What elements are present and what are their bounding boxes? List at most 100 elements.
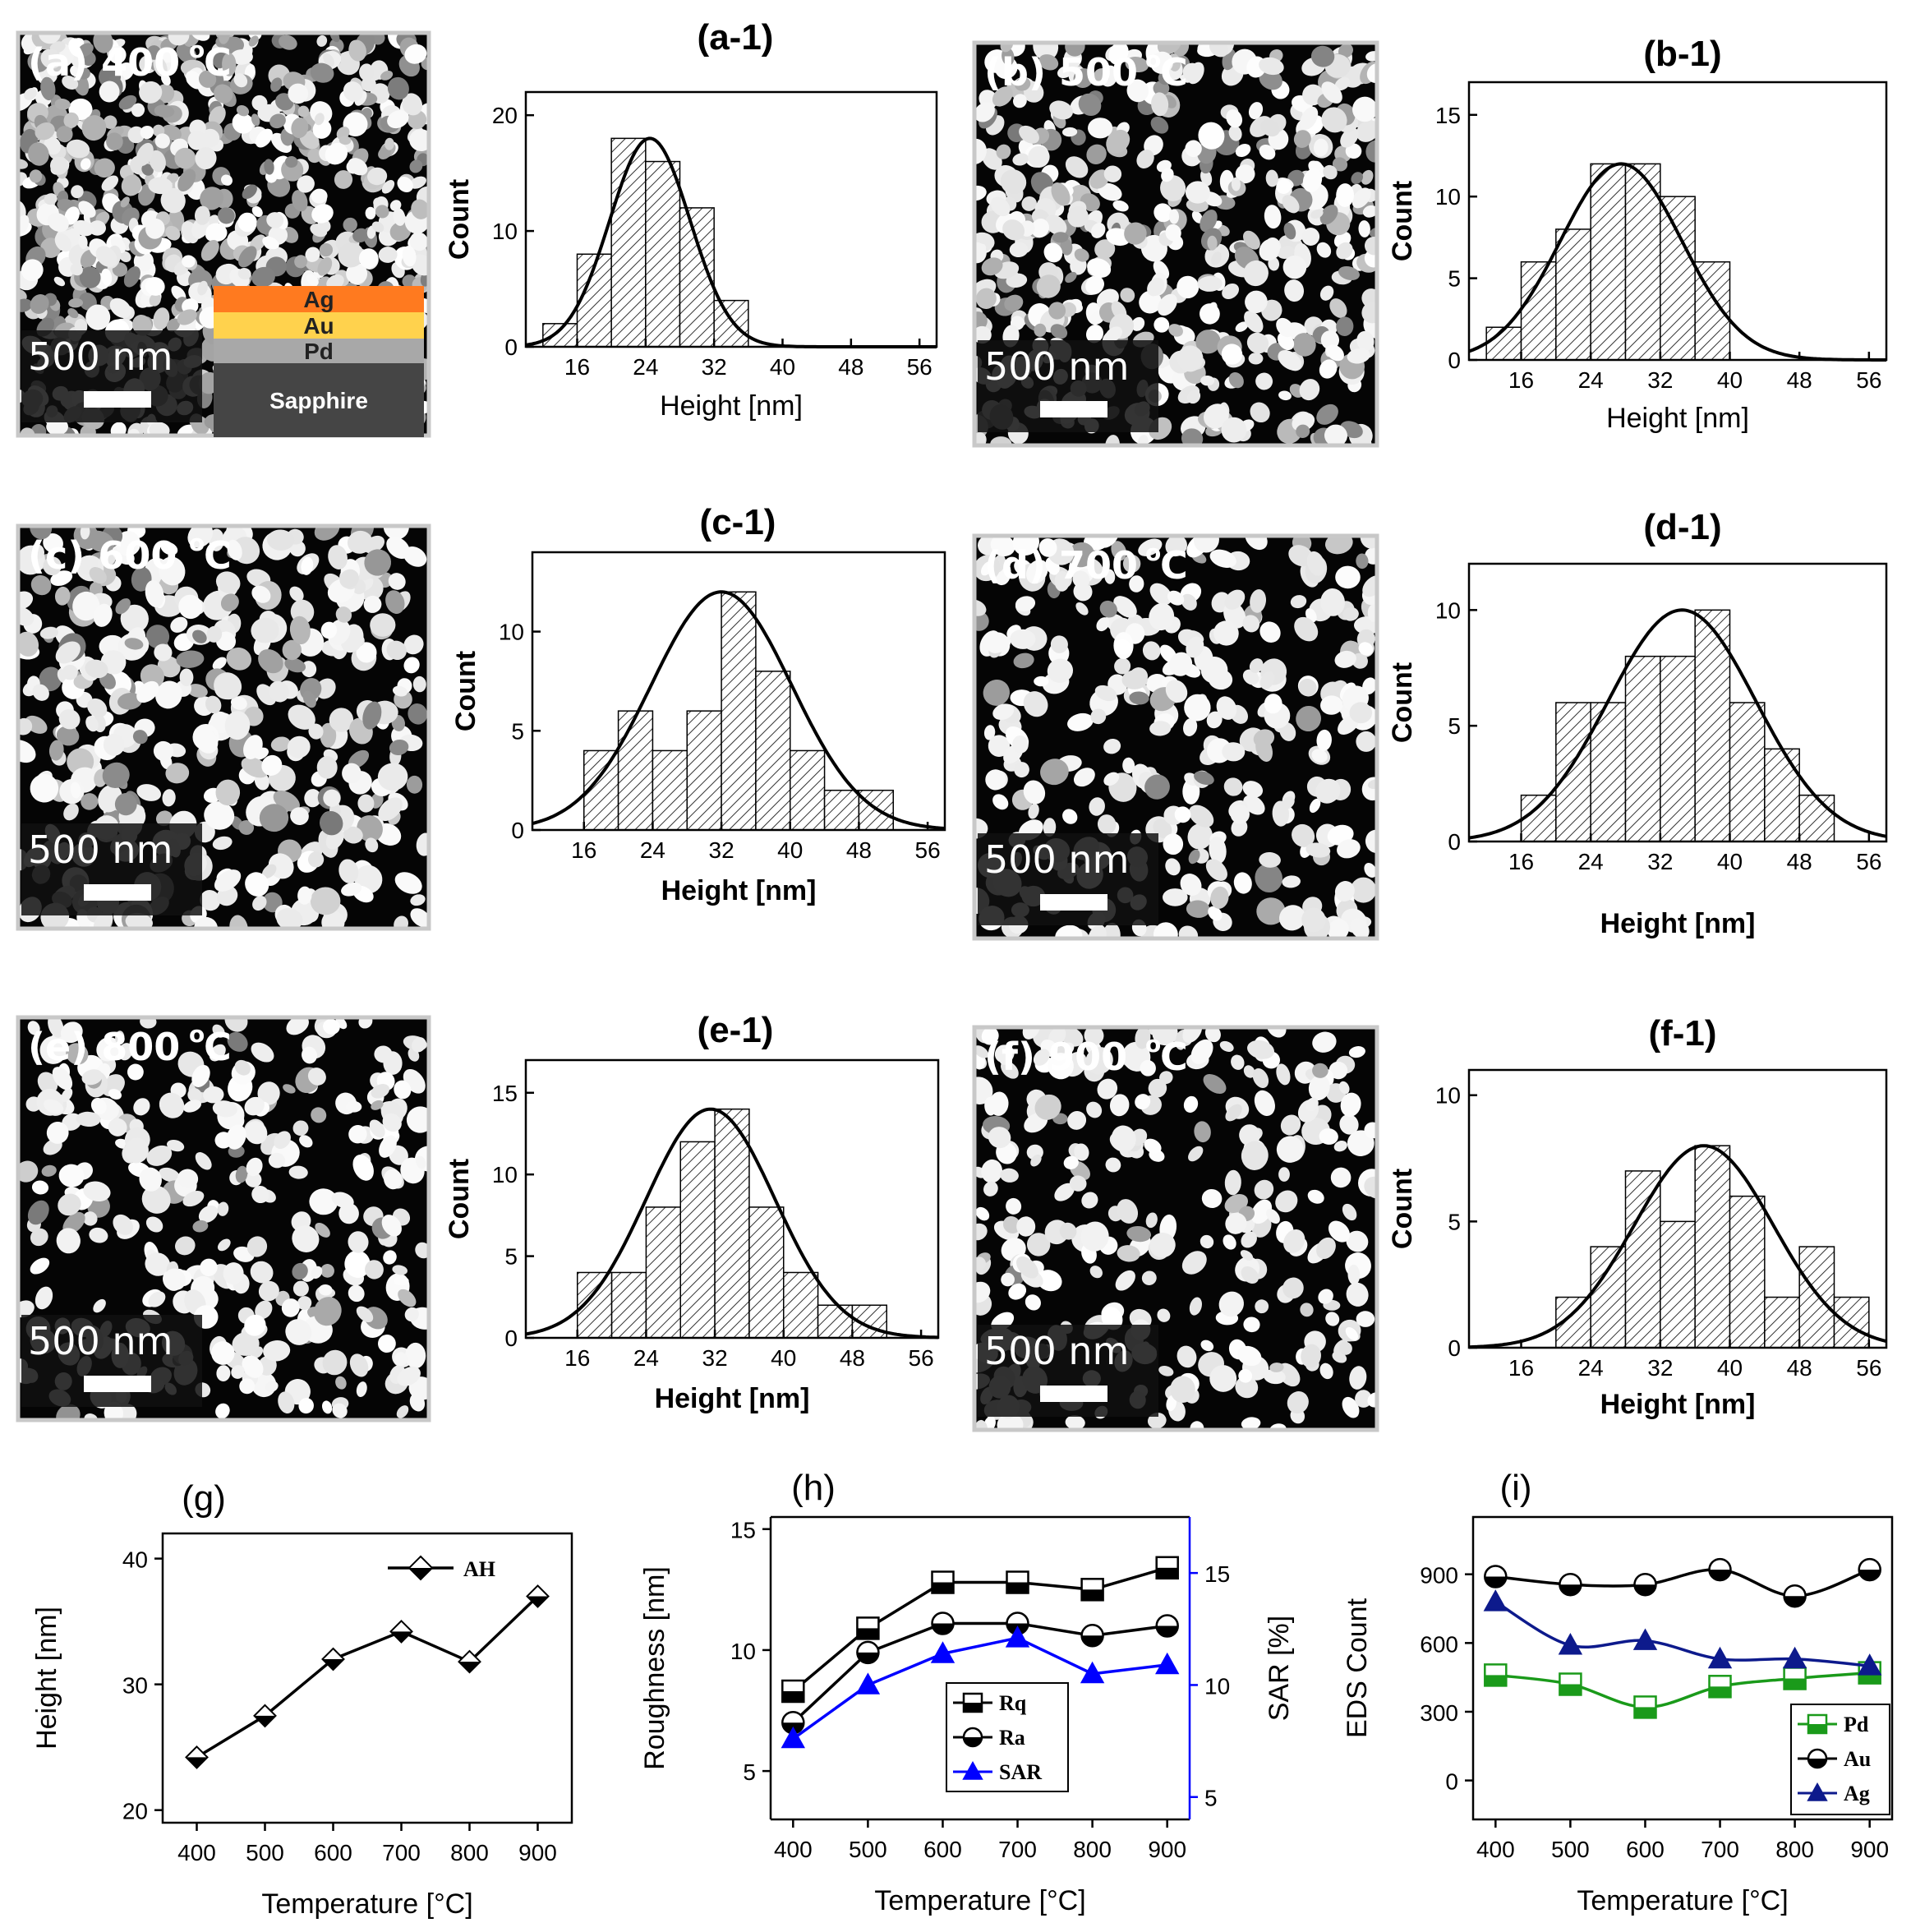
scale-text-c: 500 nm (28, 828, 173, 872)
particle (1188, 1146, 1204, 1162)
particle (1034, 676, 1049, 687)
panel-title: (a-1) (698, 17, 774, 58)
particle (1004, 294, 1024, 311)
particle (1141, 1270, 1157, 1285)
particle (53, 276, 66, 287)
particle (314, 526, 340, 541)
layer-au (214, 312, 424, 339)
particle (318, 1284, 333, 1296)
y-tick-label: 0 (504, 334, 518, 360)
particle (212, 1100, 237, 1118)
particle (127, 126, 145, 144)
particle (241, 757, 269, 778)
y-axis-title: EDS Count (1342, 1598, 1373, 1738)
particle (46, 1121, 69, 1144)
particle (145, 1216, 163, 1233)
histogram-bar (1624, 655, 1661, 842)
particle (981, 1159, 1003, 1183)
particle (1323, 164, 1338, 180)
particle (35, 1286, 53, 1310)
particle (1081, 1192, 1098, 1209)
particle (1028, 145, 1050, 168)
particle (307, 851, 325, 868)
particle (1165, 680, 1188, 703)
particle (63, 112, 79, 128)
x-tick-label: 600 (314, 1840, 352, 1865)
legend-marker (1807, 1782, 1828, 1801)
y-tick-label: 5 (743, 1759, 756, 1785)
particle (1052, 232, 1069, 243)
y-tick-label: 10 (1435, 597, 1461, 623)
particle (54, 586, 71, 606)
particle (160, 187, 186, 214)
particle (1358, 642, 1374, 656)
particle (1186, 636, 1204, 658)
particle (103, 733, 125, 756)
layer-pd (214, 339, 424, 363)
particle (1136, 149, 1154, 169)
particle (1255, 736, 1273, 762)
particle (289, 540, 306, 557)
particle (237, 268, 251, 280)
particle (311, 1107, 327, 1123)
particle (1362, 205, 1377, 218)
particle (1283, 1229, 1305, 1253)
histogram-c-1: 16 24 32 40 48 56 0 5 10 (c-1) Height [nm] Count (450, 502, 946, 906)
particle (352, 228, 369, 243)
particle (187, 1087, 202, 1103)
particle (1060, 1027, 1084, 1047)
particle (238, 246, 257, 268)
particle (332, 1403, 348, 1418)
x-tick-label: 16 (571, 837, 596, 863)
particle (1191, 210, 1203, 224)
particle (1067, 542, 1095, 568)
particle (32, 684, 49, 701)
particle (40, 48, 62, 69)
particle (1102, 922, 1121, 938)
particle (1097, 814, 1117, 835)
particle (1277, 246, 1295, 259)
particle (177, 168, 196, 192)
particle (396, 1405, 409, 1418)
particle (56, 1228, 81, 1254)
particle (251, 617, 279, 643)
particle (178, 594, 203, 620)
particle (1319, 359, 1338, 379)
particle (1177, 275, 1200, 299)
particle (1203, 1074, 1227, 1094)
legend-label-ag: Ag (1844, 1782, 1870, 1805)
data-point-rq-fill (857, 1628, 879, 1639)
particle (120, 604, 149, 634)
legend-marker-fill (1808, 1724, 1826, 1733)
particle (1090, 223, 1106, 238)
particle (974, 611, 989, 631)
data-point-rq-fill (782, 1691, 804, 1702)
data-point-ah-fill (458, 1662, 481, 1673)
particle (39, 666, 62, 692)
particle (1305, 842, 1331, 858)
plot-frame (161, 1532, 573, 1824)
histogram-bar (1624, 1170, 1661, 1349)
particle (386, 536, 410, 560)
data-point-pd-fill (1784, 1678, 1806, 1690)
particle (1010, 629, 1036, 649)
particle (1200, 375, 1215, 386)
particle (1038, 54, 1059, 71)
particle (1276, 1136, 1304, 1163)
particle (314, 113, 325, 126)
data-point-rq-fill (1081, 1589, 1103, 1601)
histogram-f-1: 16 24 32 40 48 56 0 5 10 (f-1) Height [nm] Count (1387, 1013, 1888, 1420)
particle (1094, 685, 1117, 702)
particle (1336, 242, 1353, 260)
particle (216, 1365, 231, 1381)
particle (385, 590, 405, 614)
particle (1096, 617, 1110, 632)
particle (394, 1276, 409, 1286)
particle (66, 1043, 89, 1065)
particle (1310, 45, 1335, 67)
x-tick-label: 40 (777, 837, 803, 863)
particle (1224, 1169, 1241, 1196)
particle (266, 212, 284, 228)
particle (1260, 119, 1280, 137)
particle (1259, 57, 1284, 76)
